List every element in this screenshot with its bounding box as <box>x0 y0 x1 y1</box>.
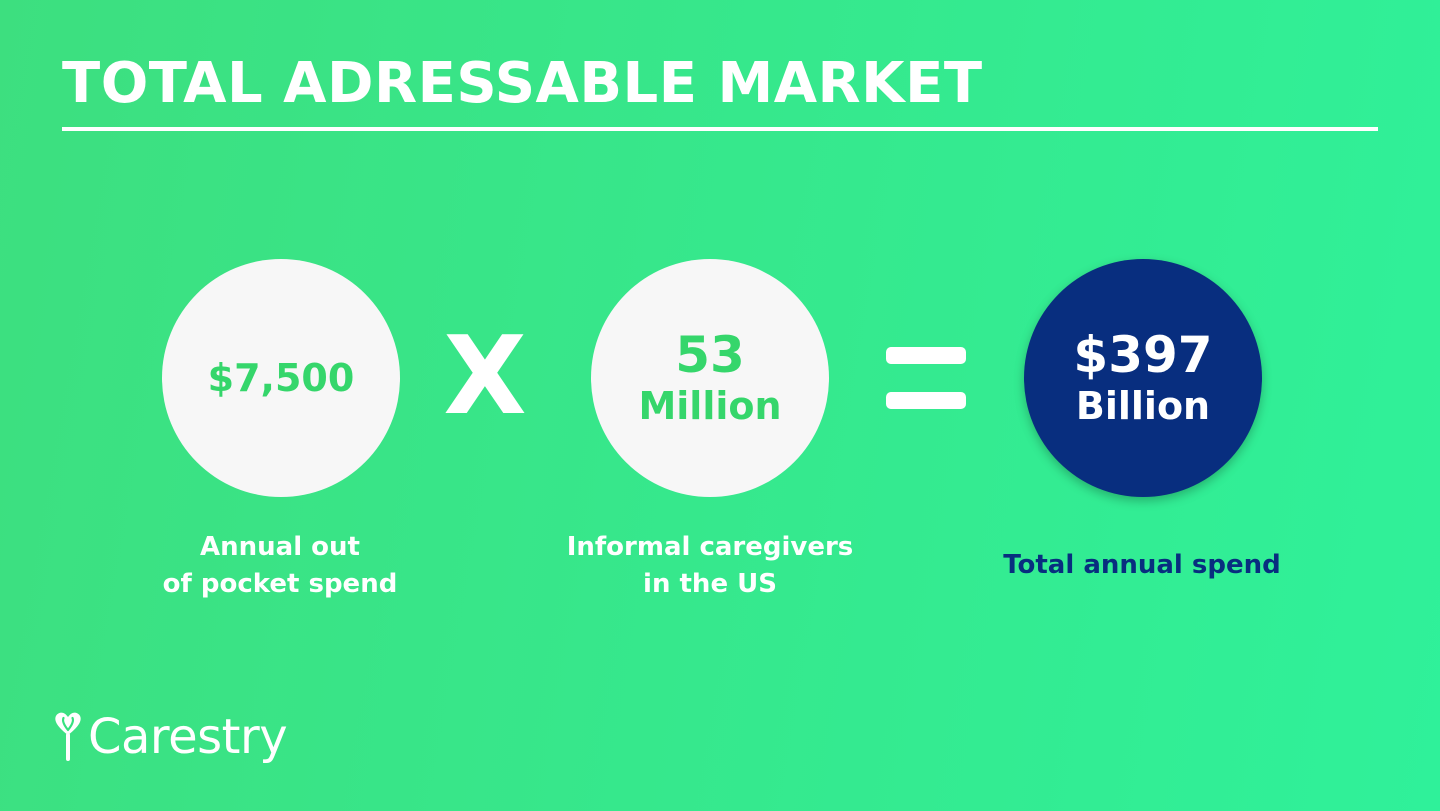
total-spend-unit: Billion <box>1075 384 1211 428</box>
total-spend-caption: Total annual spend <box>1003 550 1281 580</box>
caregiver-count-number: 53 <box>675 326 745 384</box>
heart-sprout-icon <box>55 712 81 761</box>
brand-name: Carestry <box>88 709 288 765</box>
title-divider <box>62 127 1378 131</box>
spend-caption-line-1: Annual out <box>200 532 360 562</box>
caregiver-caption-line-1: Informal caregivers <box>566 532 854 562</box>
multiply-sign: X <box>443 314 527 439</box>
caregiver-count-caption: Informal caregivers in the US <box>530 529 890 603</box>
total-spend-number: $397 <box>1073 326 1213 384</box>
caregiver-caption-line-2: in the US <box>643 569 777 599</box>
total-spend-circle: $397 Billion <box>1024 259 1262 497</box>
page-title: TOTAL ADRESSABLE MARKET <box>62 51 983 116</box>
equals-bar-bottom <box>886 392 966 409</box>
equals-sign <box>886 347 966 411</box>
equals-bar-top <box>886 347 966 364</box>
spend-caption-line-2: of pocket spend <box>162 569 398 599</box>
carestry-logo: Carestry <box>52 705 288 769</box>
spend-per-caregiver-caption: Annual out of pocket spend <box>110 529 450 603</box>
spend-per-caregiver-value: $7,500 <box>207 356 355 400</box>
caregiver-count-circle: 53 Million <box>591 259 829 497</box>
spend-per-caregiver-circle: $7,500 <box>162 259 400 497</box>
caregiver-count-unit: Million <box>638 384 782 428</box>
